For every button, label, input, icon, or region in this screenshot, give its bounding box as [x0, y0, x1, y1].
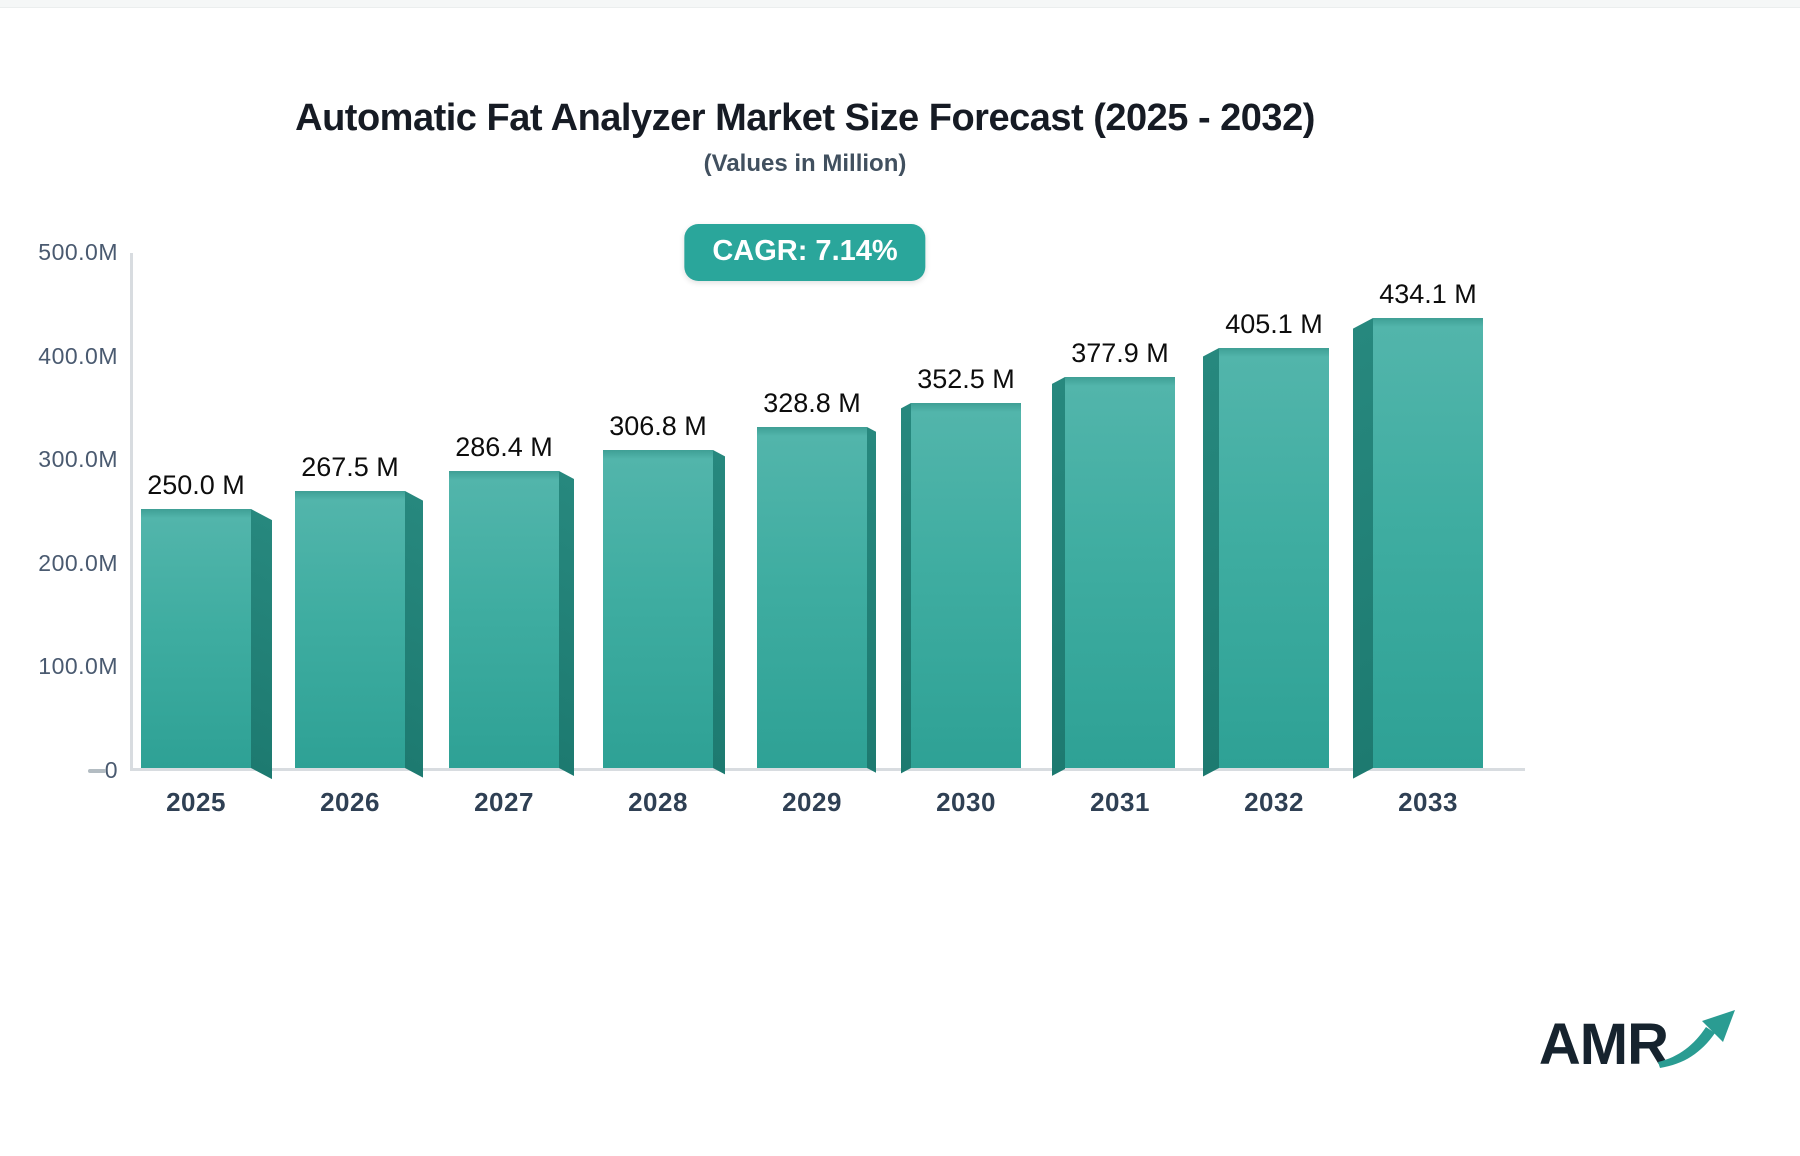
bar-2032[interactable]: 405.1 M — [1203, 309, 1329, 777]
bar-front-face — [141, 509, 251, 768]
bar-front-face — [1219, 348, 1329, 768]
bar-front-face — [911, 402, 1021, 768]
bar-side-face — [1203, 348, 1219, 777]
y-axis: 500.0M 400.0M 300.0M 200.0M 100.0M 0 — [0, 0, 118, 1156]
x-tick-label-2025: 2025 — [166, 787, 226, 817]
amr-logo: AMR — [1539, 998, 1738, 1090]
amr-logo-text: AMR — [1538, 1011, 1669, 1077]
y-tick-label: 400.0M — [38, 342, 118, 369]
bar-value-label: 434.1 M — [1379, 279, 1477, 310]
plot-area: 250.0 M 267.5 M 286.4 M 306.8 M 328.8 M 352.5… — [130, 253, 1525, 780]
bar-side-face — [901, 402, 911, 774]
bar-2027[interactable]: 286.4 M — [449, 432, 574, 776]
bar-front-face — [757, 427, 867, 768]
bar-side-face — [713, 450, 725, 775]
x-tick-label-2033: 2033 — [1398, 787, 1458, 817]
bar-value-label: 405.1 M — [1225, 309, 1323, 340]
bar-value-label: 306.8 M — [609, 411, 707, 442]
growth-arrow-icon — [1658, 1006, 1738, 1077]
bar-value-label: 286.4 M — [455, 432, 553, 463]
bar-side-face — [867, 427, 876, 773]
bar-2030[interactable]: 352.5 M — [901, 364, 1021, 774]
chart-subtitle: (Values in Million) — [703, 150, 907, 177]
zero-tick-mark — [88, 769, 106, 773]
bar-value-label: 267.5 M — [301, 451, 399, 482]
bar-value-label: 352.5 M — [917, 363, 1015, 394]
bar-2029[interactable]: 328.8 M — [757, 388, 876, 773]
bar-front-face — [295, 490, 405, 768]
x-tick-label-2029: 2029 — [782, 787, 842, 817]
y-tick-label: 100.0M — [38, 653, 118, 680]
bar-2028[interactable]: 306.8 M — [603, 411, 725, 775]
x-tick-label-2030: 2030 — [936, 787, 996, 817]
x-tick-label-2026: 2026 — [320, 787, 380, 817]
x-tick-label-2031: 2031 — [1090, 787, 1150, 817]
bar-value-label: 377.9 M — [1071, 337, 1169, 368]
y-tick-label: 0 — [104, 757, 118, 783]
y-tick-label: 300.0M — [38, 446, 118, 473]
x-tick-label-2027: 2027 — [474, 787, 534, 817]
x-tick-label-2032: 2032 — [1244, 787, 1304, 817]
bar-side-face — [405, 490, 423, 778]
bar-2031[interactable]: 377.9 M — [1052, 338, 1175, 775]
x-tick-label-2028: 2028 — [628, 787, 688, 817]
bar-side-face — [1052, 376, 1065, 775]
y-tick-label: 200.0M — [38, 549, 118, 576]
y-tick-label: 500.0M — [38, 239, 118, 265]
bar-2026[interactable]: 267.5 M — [295, 452, 423, 778]
bar-2025[interactable]: 250.0 M — [141, 470, 272, 780]
bar-side-face — [559, 471, 574, 776]
bar-front-face — [603, 450, 713, 768]
bar-front-face — [449, 471, 559, 768]
bar-value-label: 250.0 M — [147, 470, 245, 500]
bar-2033[interactable]: 434.1 M — [1353, 279, 1483, 779]
bar-side-face — [1353, 318, 1373, 779]
bar-value-label: 328.8 M — [763, 388, 861, 419]
top-strip — [0, 0, 1800, 8]
bar-side-face — [251, 509, 272, 780]
cagr-badge: CAGR: 7.14% — [684, 224, 926, 281]
bar-front-face — [1065, 376, 1175, 768]
chart-title: Automatic Fat Analyzer Market Size Forec… — [295, 97, 1315, 139]
bar-front-face — [1373, 318, 1483, 768]
